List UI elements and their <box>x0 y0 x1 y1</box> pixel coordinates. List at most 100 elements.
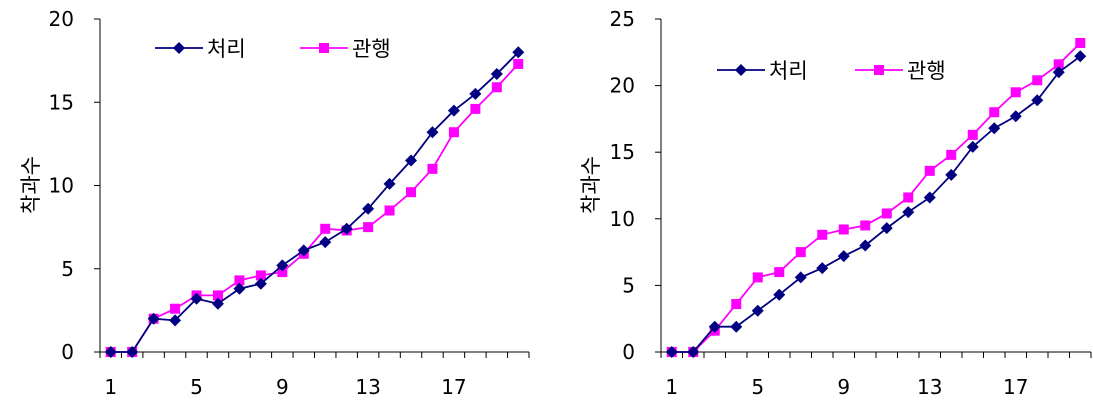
y-tick-label: 25 <box>610 7 635 31</box>
data-point <box>924 165 935 176</box>
x-tick-label: 1 <box>665 375 678 399</box>
legend-item: 관행 <box>300 37 391 61</box>
data-point <box>104 346 117 358</box>
series-square <box>666 37 1086 357</box>
data-point <box>254 277 267 290</box>
legend-item: 관행 <box>855 59 946 83</box>
data-point <box>447 104 460 117</box>
data-point <box>881 208 892 219</box>
y-tick-label: 20 <box>610 74 635 98</box>
y-tick-label: 5 <box>622 273 635 297</box>
legend-marker <box>319 43 329 53</box>
data-point <box>880 222 893 235</box>
series-square <box>105 58 524 357</box>
data-point <box>1031 94 1044 107</box>
data-point <box>988 122 1001 135</box>
data-point <box>384 205 395 216</box>
data-point <box>860 220 871 231</box>
legend-item: 처리 <box>155 37 246 61</box>
data-point <box>169 314 182 327</box>
data-point <box>794 271 807 284</box>
data-point <box>490 67 503 80</box>
data-point <box>774 267 785 278</box>
series-diamond <box>104 46 525 358</box>
data-point <box>945 168 958 181</box>
data-point <box>469 87 482 100</box>
y-axis-title: 착과수 <box>19 156 43 214</box>
data-point <box>1053 59 1064 70</box>
data-point <box>1074 50 1087 63</box>
data-point <box>233 282 246 295</box>
x-tick-label: 17 <box>1003 375 1028 399</box>
data-point <box>665 346 678 358</box>
data-point <box>491 82 502 93</box>
data-point <box>470 103 481 114</box>
legend-label: 처리 <box>769 59 808 83</box>
data-point <box>190 292 203 305</box>
data-point <box>383 177 396 190</box>
data-point <box>708 320 721 333</box>
data-point <box>212 290 223 301</box>
x-tick-label: 17 <box>441 375 466 399</box>
data-point <box>1009 110 1022 123</box>
data-point <box>211 297 224 310</box>
data-point <box>319 236 332 249</box>
data-point <box>1010 87 1021 98</box>
data-point <box>837 250 850 263</box>
y-tick-label: 20 <box>49 7 74 31</box>
data-point <box>989 107 1000 118</box>
legend-marker <box>173 42 185 54</box>
data-point <box>923 191 936 204</box>
data-point <box>297 244 310 257</box>
data-point <box>362 202 375 215</box>
data-point <box>795 247 806 258</box>
x-tick-label: 13 <box>917 375 942 399</box>
x-tick-label: 13 <box>355 375 380 399</box>
data-point <box>903 192 914 203</box>
legend-label: 관행 <box>907 59 946 83</box>
series-line <box>110 51 519 353</box>
data-point <box>731 299 742 310</box>
legend-label: 처리 <box>207 37 246 61</box>
series-diamond <box>665 50 1087 358</box>
data-point <box>730 320 743 333</box>
data-point <box>513 58 524 69</box>
data-point <box>1075 37 1086 48</box>
data-point <box>966 140 979 153</box>
data-point <box>363 222 374 233</box>
x-tick-label: 5 <box>751 375 764 399</box>
x-tick-label: 9 <box>276 375 289 399</box>
x-tick-label: 1 <box>104 375 117 399</box>
y-axis-title: 착과수 <box>579 156 603 214</box>
y-tick-label: 10 <box>49 174 74 198</box>
data-point <box>512 46 525 59</box>
data-point <box>687 346 700 358</box>
data-point <box>773 288 786 301</box>
data-point <box>946 149 957 160</box>
data-point <box>170 303 181 314</box>
y-tick-label: 10 <box>610 207 635 231</box>
y-tick-label: 0 <box>622 340 635 364</box>
y-tick-label: 0 <box>61 340 74 364</box>
legend-item: 처리 <box>717 59 808 83</box>
data-point <box>838 224 849 235</box>
data-point <box>859 239 872 252</box>
data-point <box>448 127 459 138</box>
legend-label: 관행 <box>352 37 391 61</box>
legend-marker <box>735 64 747 76</box>
data-point <box>340 222 353 235</box>
x-tick-label: 9 <box>837 375 850 399</box>
legend-marker <box>874 65 884 75</box>
data-point <box>234 275 245 286</box>
data-point <box>406 187 417 198</box>
y-tick-label: 15 <box>49 90 74 114</box>
data-point <box>276 259 289 272</box>
data-point <box>255 270 266 281</box>
data-point <box>967 129 978 140</box>
data-point <box>751 304 764 317</box>
y-tick-label: 5 <box>61 257 74 281</box>
data-point <box>147 312 160 325</box>
data-point <box>902 206 915 219</box>
